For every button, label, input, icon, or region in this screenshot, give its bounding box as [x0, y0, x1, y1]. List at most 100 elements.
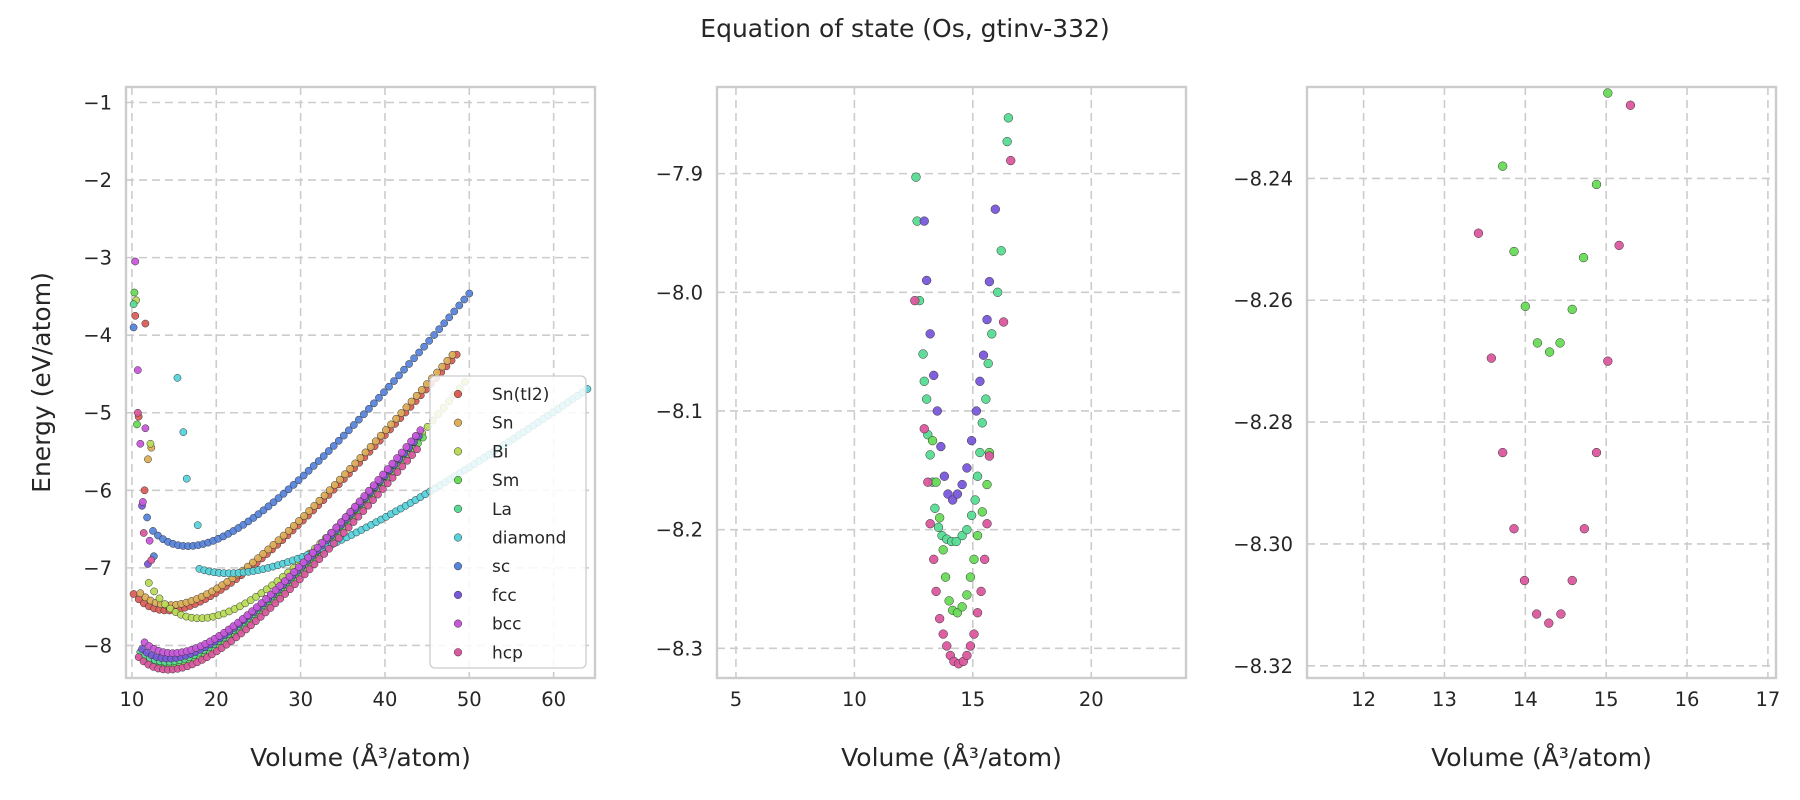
point-la — [919, 376, 929, 386]
legend-label-fcc: fcc — [492, 586, 517, 606]
point-sc — [415, 348, 423, 357]
legend: Sn(tI2) Sn Bi Sm La diamond sc fcc bcc hcp — [429, 375, 587, 669]
point-hcp — [1556, 609, 1566, 619]
point-sc — [314, 457, 323, 465]
x-tick-label: 60 — [541, 688, 566, 711]
point-bcc — [139, 498, 147, 506]
point-sc — [445, 313, 454, 322]
point-la — [987, 329, 997, 339]
point-fcc — [925, 329, 935, 339]
point-la — [921, 394, 932, 404]
legend-marker-fcc — [453, 590, 463, 599]
point-diamond — [173, 374, 182, 382]
point-sn — [361, 448, 370, 457]
point-fcc — [990, 204, 1000, 214]
point-hcp — [374, 490, 382, 499]
point-sn-ti2 — [141, 319, 150, 328]
point-hcp — [310, 560, 319, 569]
point-sn-ti2 — [131, 311, 140, 320]
point-sm — [1520, 301, 1530, 311]
point-la — [972, 471, 983, 481]
point-bi — [161, 600, 169, 608]
x-tick-label: 14 — [1513, 688, 1538, 711]
point-hcp — [134, 653, 143, 661]
point-sc — [284, 485, 293, 494]
legend-label-bcc: bcc — [492, 615, 521, 635]
point-bcc — [323, 533, 331, 542]
point-fcc — [966, 436, 977, 446]
point-hcp — [291, 580, 299, 589]
point-hcp — [133, 408, 142, 417]
point-hcp — [383, 479, 392, 488]
point-sn — [310, 502, 319, 510]
point-bcc — [327, 528, 336, 537]
legend-label-sm: Sm — [492, 471, 519, 491]
x-tick-label: 17 — [1755, 688, 1780, 711]
point-hcp — [339, 529, 348, 537]
point-hcp — [1486, 353, 1497, 363]
point-hcp — [295, 575, 304, 584]
y-tick-label: −8.3 — [656, 637, 703, 660]
point-diamond — [182, 474, 191, 483]
figure-title: Equation of state (Os, gtinv-332) — [700, 14, 1109, 43]
point-hcp — [962, 650, 972, 661]
point-sc — [274, 494, 283, 502]
x-tick-label: 10 — [842, 688, 867, 711]
point-hcp — [1006, 155, 1016, 166]
point-la — [933, 522, 944, 532]
point-sn — [264, 545, 273, 554]
point-bi — [150, 587, 158, 596]
point-hcp — [413, 445, 421, 454]
point-sm — [957, 602, 967, 612]
point-bcc — [365, 486, 373, 495]
point-sm — [965, 572, 976, 582]
point-sn — [330, 481, 339, 489]
point-sn — [397, 409, 406, 417]
point-sc — [299, 471, 308, 480]
point-sc — [390, 377, 398, 385]
point-bcc — [309, 548, 317, 557]
point-bcc — [341, 513, 350, 522]
scatter-points — [1473, 88, 1636, 628]
point-hcp — [247, 621, 255, 630]
point-bi — [144, 579, 153, 587]
point-la — [970, 495, 980, 505]
point-bcc — [294, 563, 303, 572]
point-hcp — [931, 586, 941, 597]
point-sc — [450, 307, 459, 316]
point-sn — [433, 368, 441, 377]
point-bcc — [337, 518, 345, 527]
point-bcc — [271, 586, 280, 595]
y-tick-label: −8.26 — [1233, 289, 1293, 312]
point-sn — [336, 475, 344, 484]
point-sn — [284, 526, 293, 535]
point-la — [977, 418, 987, 428]
point-la — [983, 358, 993, 369]
point-bcc — [346, 508, 355, 516]
x-tick-label: 12 — [1351, 688, 1376, 711]
point-sc — [405, 360, 413, 368]
point-bcc — [374, 476, 383, 484]
point-hcp — [344, 523, 353, 532]
x-tick-label: 13 — [1432, 688, 1457, 711]
point-sn — [438, 362, 447, 371]
point-la — [996, 246, 1006, 256]
point-bcc — [304, 553, 313, 562]
point-sn — [320, 491, 329, 500]
point-sc — [425, 337, 433, 345]
point-sm — [938, 545, 948, 555]
y-tick-label: −8.1 — [656, 400, 703, 423]
point-hcp — [1579, 524, 1590, 534]
y-tick-label: −6 — [83, 479, 112, 502]
point-bcc — [318, 538, 327, 547]
point-fcc — [957, 479, 967, 490]
point-sc — [294, 476, 303, 485]
point-fcc — [978, 350, 989, 360]
point-hcp — [942, 641, 952, 651]
point-sc — [289, 480, 298, 489]
legend-label-bi: Bi — [492, 442, 508, 462]
legend-marker-bcc — [453, 619, 463, 628]
point-bcc — [393, 454, 401, 462]
point-sc — [339, 431, 348, 440]
point-sn — [254, 554, 262, 563]
